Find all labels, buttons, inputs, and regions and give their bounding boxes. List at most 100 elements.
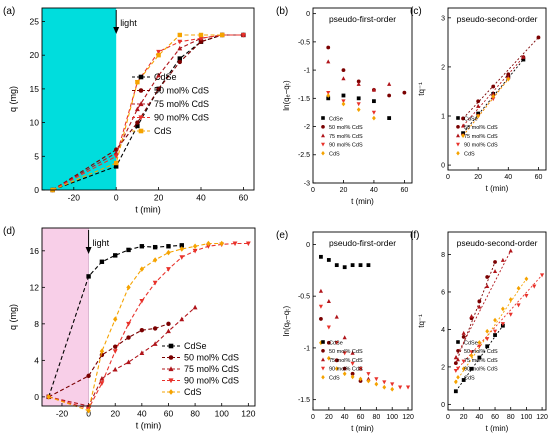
panel-label: (c) [410,6,422,17]
x-tick-label: 0 [311,414,315,421]
legend-marker [138,74,144,80]
y-tick-label: -2 [304,124,310,131]
y-tick-label: 10 [30,118,40,128]
data-point [156,49,162,55]
series-cds [46,240,224,414]
data-point [334,263,339,268]
data-point [326,299,331,304]
data-point [179,255,185,260]
x-tick-label: 60 [400,187,408,194]
legend-label: CdS [329,152,340,158]
data-point [240,32,246,38]
data-point [99,348,105,354]
x-tick-label: 120 [536,414,548,421]
series-m90 [318,304,411,390]
data-point [99,259,105,264]
data-point [139,299,145,304]
legend-label: 50 mol% CdS [464,125,498,131]
legend-marker [138,101,144,107]
data-point [112,349,118,354]
panel-e: (e) 0 20 40 60 80 100 120 0 -0.5 -1 -1.5 t (min) ln(q… [276,230,414,433]
data-point [461,366,466,372]
data-point [476,103,481,108]
data-point [461,378,466,382]
data-point [358,366,363,371]
data-point [86,274,91,279]
data-point [179,243,184,248]
chart-title: pseudo-first-order [329,14,396,24]
y-tick-label: -1 [304,345,310,352]
data-point [192,304,198,310]
data-point [372,99,376,104]
data-point [177,59,182,65]
plot-frame [41,227,256,407]
data-point [350,371,355,376]
x-tick-label: 60 [357,414,365,421]
data-point [387,93,392,98]
fit-line-m50 [455,261,496,364]
data-point [356,96,361,101]
data-point [126,284,131,291]
series-cds [326,93,376,121]
data-point [521,54,526,59]
legend: CdSe 50 mol% CdS 75 mol% CdS 90 mol% CdS CdS [321,116,363,158]
y-tick-label: 25 [30,16,40,26]
y-tick-label: 0 [441,402,445,409]
legend-marker [456,116,460,120]
legend-marker [456,150,460,156]
data-point [387,81,392,86]
series-line [48,242,222,412]
y-axis-label: ln(qₑ−qₜ) [282,305,291,336]
legend-marker [321,340,325,344]
legend-label: 50 mol% CdS [184,353,239,363]
data-point [341,68,346,72]
legend-marker [321,142,325,147]
panel-label: (d) [3,226,15,237]
legend-label: CdSe [464,340,478,346]
series-cdse [326,93,392,120]
data-point [156,72,162,78]
data-point [372,115,376,121]
legend-marker [168,355,174,360]
data-point [453,379,458,385]
light-label: light [93,238,110,248]
plot-frame [447,7,547,171]
data-point [382,380,387,385]
plot-frame [312,7,413,184]
data-point [506,76,511,82]
data-point [539,273,545,278]
data-point [461,116,465,121]
x-tick-label: 100 [215,409,229,419]
legend-label: CdSe [329,116,343,122]
data-point [485,337,490,342]
legend-label: 90 mol% CdS [329,367,363,373]
series-m50 [326,45,407,98]
panel-f: (f) 0 20 40 60 80 100 120 0 2 4 6 8 t (min) tq⁻¹ pseudo… [410,230,548,433]
y-tick-label: 0 [441,163,445,170]
data-point [341,101,346,107]
data-point [198,39,204,44]
data-point [113,253,118,258]
y-tick-label: 4 [34,355,39,365]
series-cds [461,76,511,139]
y-tick-label: 2 [441,64,445,71]
data-point [350,350,355,355]
legend-marker [456,374,460,380]
data-point [521,57,526,62]
data-point [508,312,513,317]
data-point [342,371,347,377]
data-point [152,341,158,346]
series-line [48,306,196,407]
x-tick-label: 20 [154,193,164,203]
x-tick-label: 80 [190,409,200,419]
data-point [126,335,131,340]
data-point [113,344,118,349]
y-tick-label: -1.5 [298,96,310,103]
data-point [134,106,140,112]
data-point [135,120,140,125]
data-point [366,378,371,384]
legend-label: CdSe [184,341,207,351]
legend: CdSe 50 mol% CdS 75 mol% CdS 90 mol% CdS CdS [456,340,498,382]
x-tick-label: 0 [446,174,450,181]
data-point [126,359,131,365]
